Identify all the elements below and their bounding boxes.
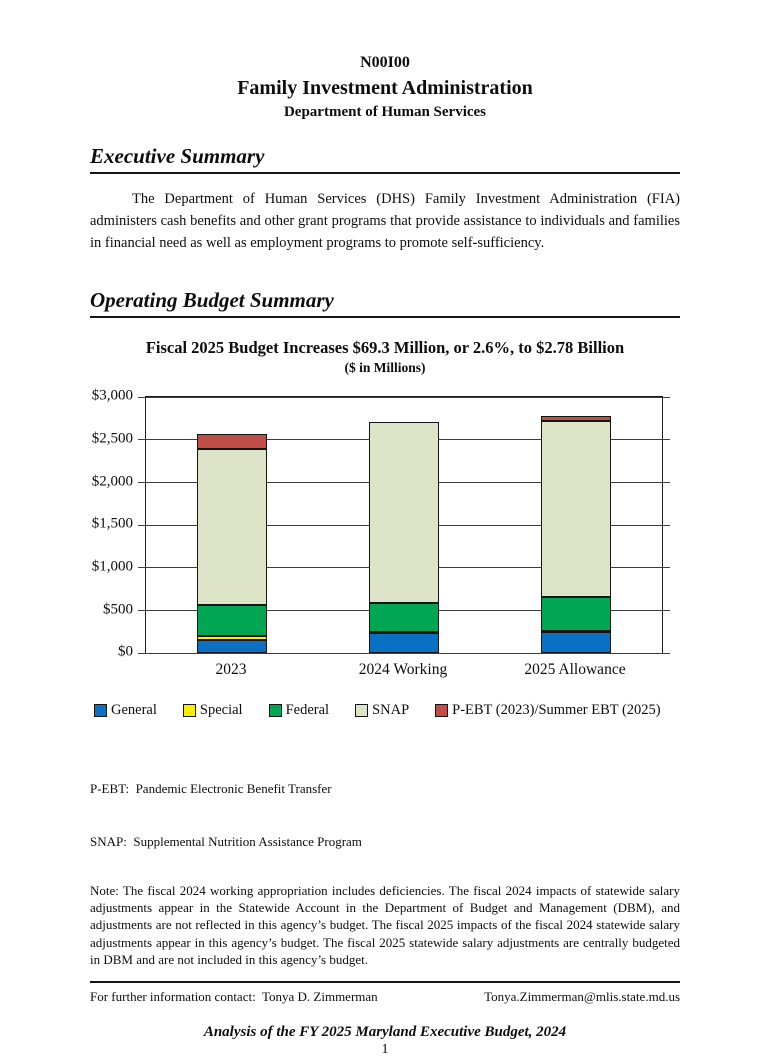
footnote-pebt: P-EBT: Pandemic Electronic Benefit Trans… [90,781,332,797]
bar-segment-p-ebt [541,416,611,422]
gridline [138,396,670,398]
footnote-snap: SNAP: Supplemental Nutrition Assistance … [90,833,362,849]
publication-title: Analysis of the FY 2025 Maryland Executi… [203,1023,567,1040]
bar-segment-general [197,640,267,654]
x-axis-labels: 2023 2024 Working 2025 Allowance [145,654,661,678]
legend-item: Special [182,702,243,719]
y-axis-tick-label: $2,500 [91,430,133,447]
x-axis-label: 2024 Working [358,661,448,679]
legend-label: General [111,702,157,719]
y-axis-tick-label: $3,000 [91,387,133,404]
section-heading-operating-budget: Operating Budget Summary [90,288,680,319]
y-axis-tick-label: $500 [103,601,133,618]
budget-note: Note: The fiscal 2024 working appropriat… [90,883,680,967]
agency-code: N00I00 [360,54,410,71]
chart-subtitle: ($ in Millions) [344,360,426,376]
bar-segment-general [369,633,439,654]
y-axis-tick-label: $1,500 [91,515,133,532]
y-axis-tick-label: $2,000 [91,473,133,490]
plot-area [138,396,670,655]
contact-email: Tonya.Zimmerman@mlis.state.md.us [484,988,680,1004]
bar-segment-p-ebt [197,433,267,449]
x-axis-label: 2025 Allowance [524,661,626,679]
y-axis: $0 $500 $1,000 $1,500 $2,000 $2,500 $3,000 [90,388,145,660]
legend-label: Federal [285,702,330,719]
legend-label: P-EBT (2023)/Summer EBT (2025) [452,702,661,719]
y-axis-tick-label: $1,000 [91,558,133,575]
agency-title: Family Investment Administration [237,77,533,99]
legend-label: Special [199,702,243,719]
bar-segment-federal [541,596,611,632]
bar-segment-snap [541,421,611,597]
page-number: 1 [381,1041,389,1057]
executive-summary-text: The Department of Human Services (DHS) F… [90,191,680,251]
legend-swatch-snap [355,704,369,718]
chart-footnotes: P-EBT: Pandemic Electronic Benefit Trans… [90,745,680,868]
chart-legend: General Special Federal SNAP P-EBT (2023)/Su… [94,702,680,719]
legend-item: SNAP [355,702,409,719]
bar-segment-special [197,635,267,641]
section-heading-executive-summary: Executive Summary [90,144,680,174]
contact-name: For further information contact: Tonya D… [90,988,378,1004]
legend-swatch-general [94,704,107,718]
legend-label: SNAP [372,702,410,719]
bar-2025-allowance [541,397,611,654]
document-header: N00I00 Family Investment Administration … [90,54,680,121]
chart-plot-row: $0 $500 $1,000 $1,500 $2,000 $2,500 $3,000 [90,388,680,660]
gridline [138,652,670,654]
bar-segment-general [541,631,611,654]
legend-item: Federal [268,702,330,719]
x-axis-label: 2023 [215,661,247,679]
budget-chart: Fiscal 2025 Budget Increases $69.3 Milli… [90,338,680,719]
legend-item: General [94,702,157,719]
legend-swatch-special [182,704,196,718]
bar-segment-federal [197,604,267,636]
legend-swatch-p-ebt [435,704,449,718]
document-page: { "header": { "agency_code": "N00I00", "… [90,54,680,1057]
legend-swatch-federal [268,704,282,718]
bar-segment-snap [369,422,439,603]
bar-2024-working [369,397,439,654]
y-axis-tick-label: $0 [118,643,133,660]
bar-2023 [197,397,267,654]
bar-segment-federal [369,602,439,633]
agency-department: Department of Human Services [283,104,487,120]
bar-segment-snap [197,448,267,605]
chart-title: Fiscal 2025 Budget Increases $69.3 Milli… [145,338,625,358]
contact-line: For further information contact: Tonya D… [90,980,680,1005]
legend-item: P-EBT (2023)/Summer EBT (2025) [435,702,661,719]
